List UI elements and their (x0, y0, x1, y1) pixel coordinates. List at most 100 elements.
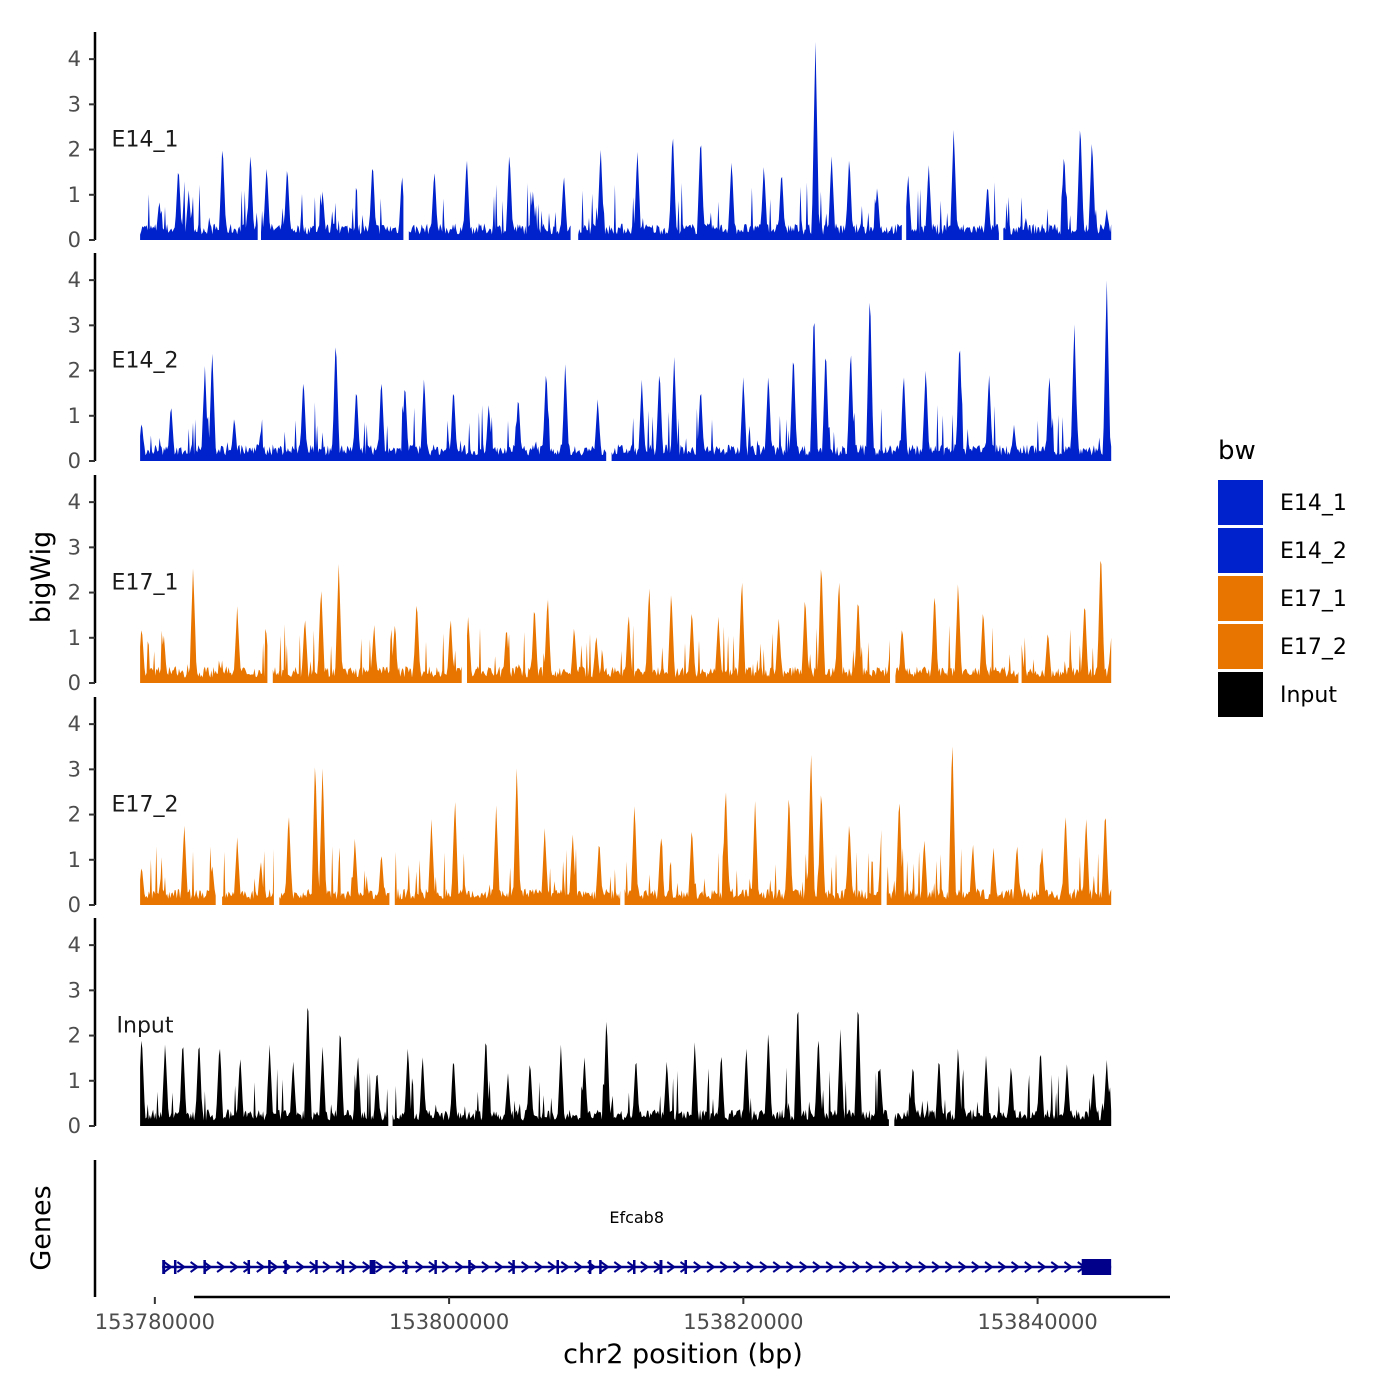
strand-arrow (719, 1261, 729, 1273)
gene-exon (512, 1260, 515, 1274)
y-tick-label: 1 (68, 183, 81, 207)
gene-exon (599, 1260, 602, 1274)
strand-arrow (163, 1261, 173, 1273)
strand-arrow (865, 1261, 875, 1273)
y-tick-label: 2 (68, 803, 81, 827)
strand-arrow (507, 1261, 518, 1273)
strand-arrow (348, 1261, 359, 1273)
panel-E17_2: 0 1 2 3 4 E17_2 (68, 697, 1112, 917)
strand-arrow (931, 1261, 941, 1273)
strand-arrow (732, 1261, 743, 1273)
legend: bw E14_1 E14_2 E17_1 E17_2 Input (1218, 436, 1347, 717)
strand-arrow (256, 1261, 266, 1273)
x-axis-title: chr2 position (bp) (563, 1339, 803, 1370)
gene-exon (268, 1260, 271, 1274)
strand-arrow (666, 1261, 676, 1273)
strand-arrow (375, 1261, 385, 1273)
strand-arrow (176, 1261, 187, 1273)
signal-area-E14_1 (140, 41, 1112, 241)
gene-exon (315, 1260, 318, 1274)
legend-label-E14_2: E14_2 (1280, 539, 1347, 564)
strand-arrow (454, 1261, 465, 1273)
strand-arrow (494, 1261, 504, 1273)
y-tick-label: 0 (68, 893, 81, 917)
strand-arrow (785, 1261, 796, 1273)
strand-arrow (984, 1261, 994, 1273)
strand-arrow (229, 1261, 240, 1273)
y-tick-label: 1 (68, 404, 81, 428)
y-tick-label: 0 (68, 449, 81, 473)
genes-panel: Efcab8 (93, 1160, 1112, 1297)
strand-arrow (1024, 1261, 1034, 1273)
strand-arrow (693, 1261, 703, 1273)
strand-arrow (997, 1261, 1008, 1273)
genes-axis-title: Genes (26, 1185, 57, 1270)
legend-label-E14_1: E14_1 (1280, 491, 1347, 516)
panel-E14_1: 0 1 2 3 4 E14_1 (68, 32, 1112, 252)
legend-label-E17_2: E17_2 (1280, 635, 1347, 660)
x-tick-label: 153780000 (95, 1310, 215, 1334)
strand-arrow (640, 1261, 650, 1273)
track-label: E17_1 (112, 570, 179, 595)
gene-exon (556, 1260, 559, 1274)
y-tick-label: 4 (68, 490, 81, 514)
legend-swatch-E17_2 (1218, 624, 1263, 669)
strand-arrow (468, 1261, 478, 1273)
gene-exon (404, 1260, 408, 1274)
legend-swatch-E14_2 (1218, 528, 1263, 573)
y-tick-label: 3 (68, 92, 81, 116)
y-tick-label: 3 (68, 313, 81, 337)
strand-arrow (772, 1261, 782, 1273)
y-tick-label: 0 (68, 1114, 81, 1138)
y-tick-label: 2 (68, 581, 81, 605)
strand-arrow (441, 1261, 451, 1273)
strand-arrow (1063, 1261, 1074, 1273)
strand-arrow (957, 1261, 968, 1273)
strand-arrow (295, 1261, 306, 1273)
strand-arrow (679, 1261, 690, 1273)
strand-arrow (825, 1261, 835, 1273)
y-tick-label: 4 (68, 712, 81, 736)
strand-arrow (203, 1261, 213, 1273)
legend-label-E17_1: E17_1 (1280, 587, 1347, 612)
strand-arrow (521, 1261, 531, 1273)
y-tick-label: 4 (68, 268, 81, 292)
gene-exon (588, 1260, 592, 1274)
x-tick-label: 153840000 (977, 1310, 1097, 1334)
strand-arrow (534, 1261, 544, 1273)
gene-exon (1081, 1259, 1112, 1275)
y-tick-label: 1 (68, 1069, 81, 1093)
strand-arrow (812, 1261, 822, 1273)
y-tick-label: 0 (68, 671, 81, 695)
strand-arrow (547, 1261, 557, 1273)
strand-arrow (560, 1261, 571, 1273)
gene-exon (284, 1260, 287, 1274)
strand-arrow (1037, 1261, 1047, 1273)
panel-Input: 0 1 2 3 4 Input (68, 918, 1112, 1138)
y-tick-label: 4 (68, 933, 81, 957)
track-label: Input (117, 1013, 174, 1038)
y-tick-label: 1 (68, 848, 81, 872)
legend-swatch-E17_1 (1218, 576, 1263, 621)
legend-swatch-Input (1218, 672, 1263, 717)
gene-exon (659, 1260, 663, 1274)
gene-exon (341, 1260, 345, 1274)
panel-E17_1: 0 1 2 3 4 E17_1 (68, 475, 1112, 695)
strand-arrow (189, 1261, 200, 1273)
track-label: E14_2 (112, 348, 179, 373)
gene-exon (684, 1260, 687, 1274)
strand-arrow (838, 1261, 849, 1273)
y-axis-title: bigWig (26, 531, 57, 624)
strand-arrow (706, 1261, 716, 1273)
legend-swatch-E14_1 (1218, 480, 1263, 525)
gene-exon (173, 1260, 177, 1274)
strand-arrow (905, 1261, 915, 1273)
strand-arrow (600, 1261, 610, 1273)
signal-area-E17_2 (140, 746, 1112, 905)
strand-arrow (388, 1261, 398, 1273)
y-tick-label: 1 (68, 626, 81, 650)
signal-area-Input (140, 1007, 1112, 1126)
x-tick-label: 153800000 (389, 1310, 509, 1334)
strand-arrow (759, 1261, 769, 1273)
